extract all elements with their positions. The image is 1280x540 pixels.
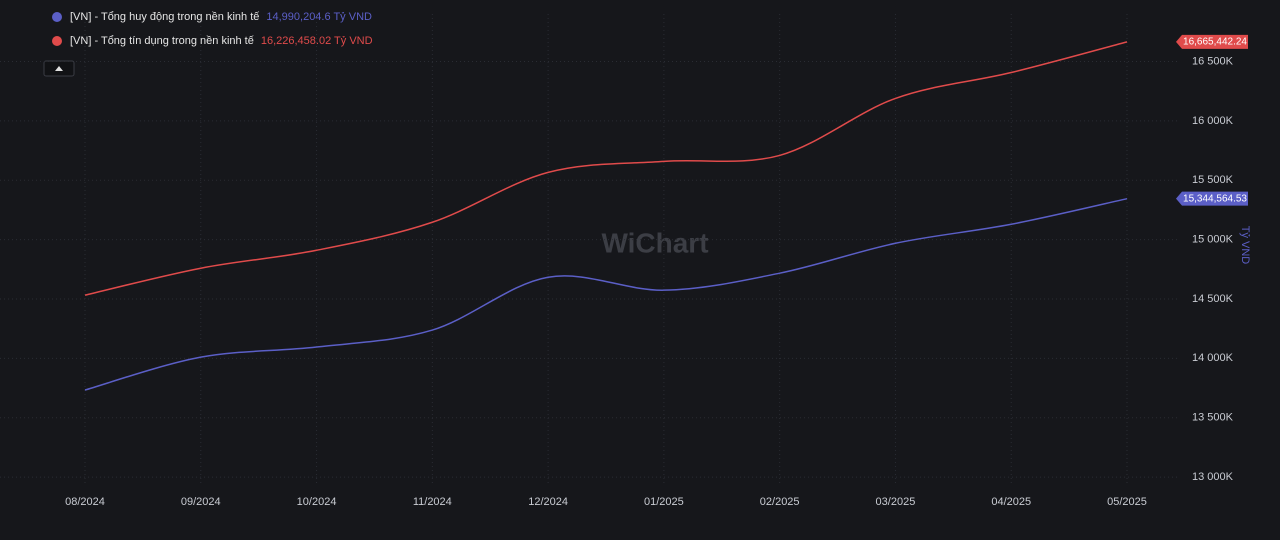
y-tick-label: 14 000K (1192, 352, 1234, 364)
y-tick-label: 15 000K (1192, 234, 1234, 246)
x-tick-label: 12/2024 (528, 496, 568, 508)
legend-marker (52, 36, 62, 46)
legend-value: 14,990,204.6 Tỷ VND (266, 11, 372, 23)
y-tick-label: 14 500K (1192, 293, 1234, 305)
value-tag (1176, 191, 1248, 206)
x-tick-label: 10/2024 (297, 496, 337, 508)
series-line (84, 197, 1128, 391)
legend-label[interactable]: [VN] - Tổng huy động trong nền kinh tế (70, 11, 259, 23)
y-tick-label: 15 500K (1192, 174, 1234, 186)
value-tag (1176, 34, 1248, 49)
y-axis-label: Tỷ VND (1239, 226, 1251, 265)
x-tick-label: 05/2025 (1107, 496, 1147, 508)
toggle-icon (55, 66, 63, 71)
value-tag-label: 16,665,442.24 (1183, 36, 1247, 47)
legend-label[interactable]: [VN] - Tổng tín dụng trong nền kinh tế (70, 35, 254, 47)
y-tick-label: 13 500K (1192, 412, 1234, 424)
y-tick-label: 16 000K (1192, 115, 1234, 127)
watermark: WiChart (601, 227, 708, 258)
y-tick-label: 13 000K (1192, 471, 1234, 483)
x-tick-label: 11/2024 (413, 496, 452, 508)
x-tick-label: 02/2025 (760, 496, 800, 508)
legend-marker (52, 12, 62, 22)
x-tick-label: 01/2025 (644, 496, 684, 508)
x-tick-label: 08/2024 (65, 496, 105, 508)
x-tick-label: 03/2025 (876, 496, 916, 508)
x-tick-label: 04/2025 (991, 496, 1031, 508)
x-tick-label: 09/2024 (181, 496, 221, 508)
value-tag-label: 15,344,564.53 (1183, 193, 1247, 204)
y-tick-label: 16 500K (1192, 55, 1234, 67)
series-line (84, 41, 1128, 296)
legend-value: 16,226,458.02 Tỷ VND (261, 35, 373, 47)
